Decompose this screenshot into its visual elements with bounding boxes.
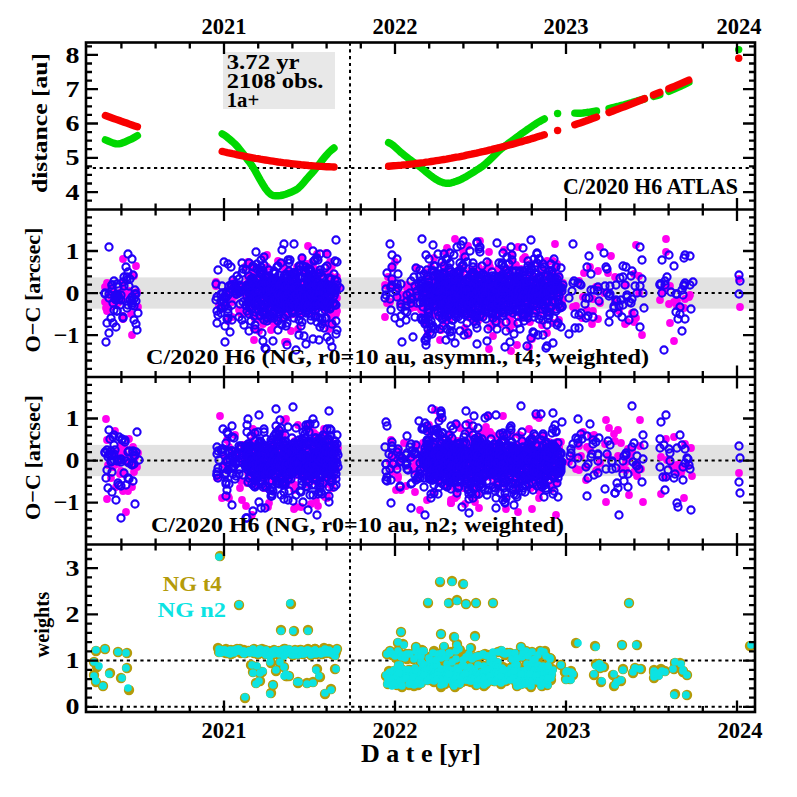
- svg-text:−1: −1: [54, 490, 80, 515]
- svg-text:8: 8: [66, 43, 80, 68]
- svg-text:1: 1: [66, 239, 80, 264]
- svg-text:0: 0: [66, 694, 80, 719]
- svg-text:2: 2: [66, 602, 80, 627]
- svg-text:2023: 2023: [544, 14, 589, 39]
- svg-text:2024: 2024: [717, 14, 762, 39]
- svg-text:NG t4: NG t4: [163, 571, 222, 596]
- svg-text:C/2020 H6 ATLAS: C/2020 H6 ATLAS: [563, 173, 738, 199]
- svg-text:D a t e [yr]: D a t e [yr]: [361, 739, 481, 768]
- svg-text:0: 0: [66, 448, 80, 473]
- svg-text:2021: 2021: [202, 718, 247, 743]
- svg-text:3: 3: [66, 556, 80, 581]
- svg-text:0: 0: [66, 281, 80, 306]
- svg-text:O−C [arcsec]: O−C [arcsec]: [20, 228, 45, 353]
- svg-text:5: 5: [66, 145, 80, 170]
- svg-text:1: 1: [66, 648, 80, 673]
- svg-text:1: 1: [66, 406, 80, 431]
- svg-text:−1: −1: [54, 323, 80, 348]
- svg-text:2021: 2021: [202, 14, 247, 39]
- svg-text:6: 6: [66, 111, 80, 136]
- svg-text:O−C [arcsec]: O−C [arcsec]: [20, 395, 45, 520]
- svg-text:C/2020 H6 (NG, r0=10 au, n2; w: C/2020 H6 (NG, r0=10 au, n2; weighted): [151, 513, 564, 537]
- svg-text:2023: 2023: [546, 718, 591, 743]
- svg-text:2024: 2024: [718, 718, 763, 743]
- svg-text:7: 7: [66, 77, 80, 102]
- svg-text:4: 4: [66, 180, 81, 205]
- svg-text:C/2020 H6 (NG, r0=10 au, asymm: C/2020 H6 (NG, r0=10 au, asymm., t4; wei…: [146, 345, 649, 369]
- svg-text:weights: weights: [29, 592, 54, 658]
- svg-text:2022: 2022: [373, 14, 418, 39]
- svg-text:1a+: 1a+: [227, 89, 260, 111]
- svg-text:distance [au]: distance [au]: [27, 53, 52, 193]
- svg-text:NG n2: NG n2: [158, 597, 227, 622]
